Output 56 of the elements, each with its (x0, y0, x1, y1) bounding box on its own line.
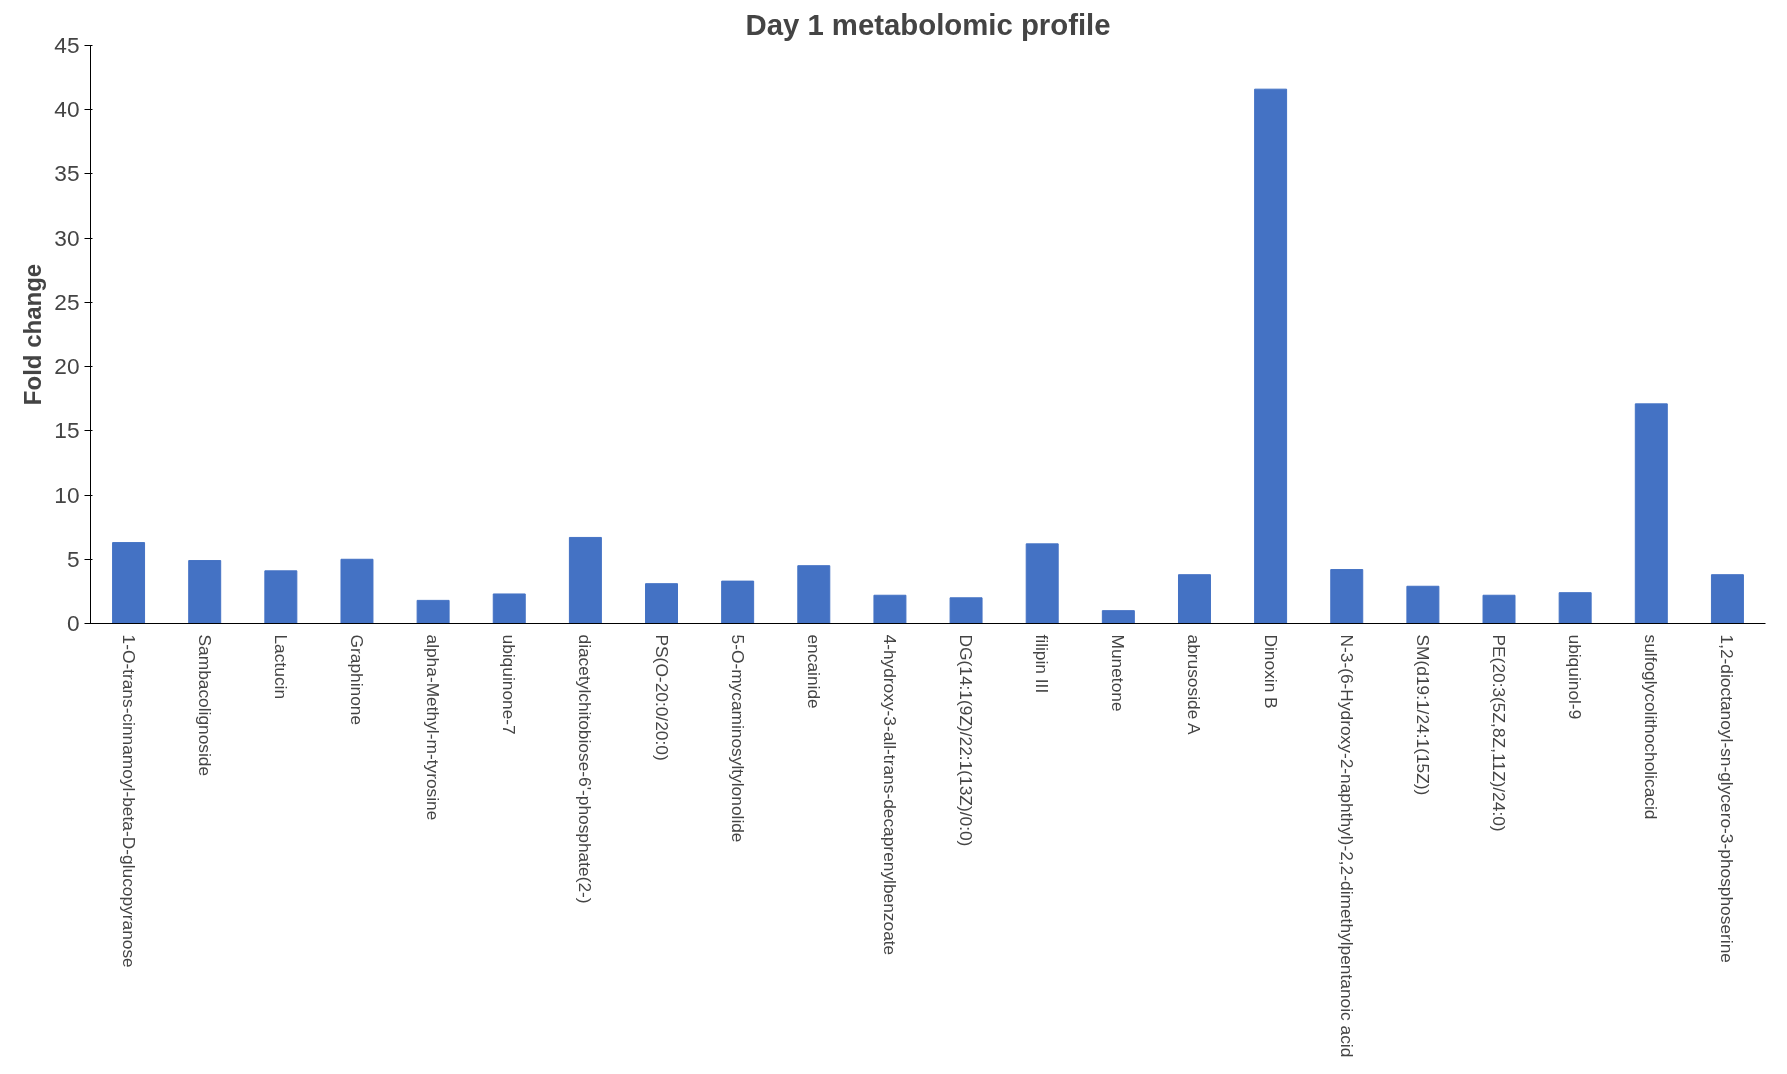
y-tick-label: 25 (54, 288, 80, 315)
x-tick-label: Lactucin (270, 634, 291, 700)
x-tick-label: 1-O-trans-cinnamoyl-beta-D-glucopyranose (118, 634, 139, 968)
x-tick-label: abrusoside A (1184, 634, 1205, 736)
chart-title: Day 1 metabolomic profile (745, 7, 1111, 41)
bar (492, 593, 526, 624)
bar (1177, 574, 1211, 624)
bar (721, 580, 755, 624)
bar (340, 558, 374, 624)
y-tick-label: 40 (54, 96, 80, 123)
bar (1254, 88, 1288, 624)
bar (1101, 610, 1135, 624)
x-tick-label: sulfoglycolithocholicacid (1641, 634, 1662, 820)
x-tick-label: N-3-(6-Hydroxy-2-naphthyl)-2,2-dimethylpentanoic acid (1336, 634, 1357, 1058)
y-axis-title: Fold change (19, 263, 47, 406)
x-tick-label: ubiquinone-7 (499, 634, 520, 735)
y-tick-label: 10 (54, 481, 80, 508)
y-tick-label: 5 (66, 545, 80, 572)
y-tick-label: 45 (54, 32, 80, 58)
bar (568, 536, 602, 624)
bar (264, 570, 298, 624)
y-tick-label: 20 (54, 353, 80, 380)
x-tick-label: PE(20:3(5Z,8Z,11Z)/24:0) (1489, 634, 1510, 832)
bar (1558, 592, 1592, 624)
x-tick-label: PS(O-20:0/20:0) (651, 634, 672, 761)
x-tick-label: filipin III (1032, 634, 1053, 694)
bar (112, 542, 146, 624)
bar (1025, 543, 1059, 624)
x-tick-label: SM(d19:1/24:1(15Z)) (1412, 634, 1433, 796)
x-tick-label: Dinoxin B (1260, 634, 1281, 709)
x-tick-label: ubiquinol-9 (1565, 634, 1586, 720)
x-tick-label: 4-hydroxy-3-all-trans-decaprenylbenzoate (879, 634, 900, 956)
bar (188, 560, 222, 624)
bar (873, 594, 907, 624)
x-tick-label: Munetone (1108, 634, 1129, 712)
bar (1710, 574, 1744, 624)
y-tick-label: 15 (54, 417, 80, 444)
x-tick-label: Sambacolignoside (194, 634, 215, 777)
y-tick-label: 0 (66, 610, 80, 636)
bar (1634, 403, 1668, 624)
bar (1330, 569, 1364, 624)
x-tick-label: 5-O-mycaminosyltylonolide (727, 634, 748, 843)
x-tick-label: Graphinone (346, 634, 367, 726)
x-tick-label: encainide (803, 634, 824, 709)
bar (645, 583, 679, 624)
x-tick-label: 1,2-dioctanoyl-sn-glycero-3-phosphoserine (1717, 634, 1738, 963)
y-tick-label: 35 (54, 160, 80, 187)
bar (1406, 585, 1440, 624)
bar (797, 565, 831, 624)
x-tick-label: alpha-Methyl-m-tyrosine (423, 634, 444, 821)
bar (1482, 594, 1516, 624)
x-tick-label: DG(14:1(9Z)/22:1(13Z)/0:0) (956, 634, 977, 847)
bar (416, 599, 450, 624)
x-tick-label: diacetylchitobiose-6'-phosphate(2-) (575, 634, 596, 904)
bar (949, 597, 983, 624)
y-tick-label: 30 (54, 224, 80, 251)
